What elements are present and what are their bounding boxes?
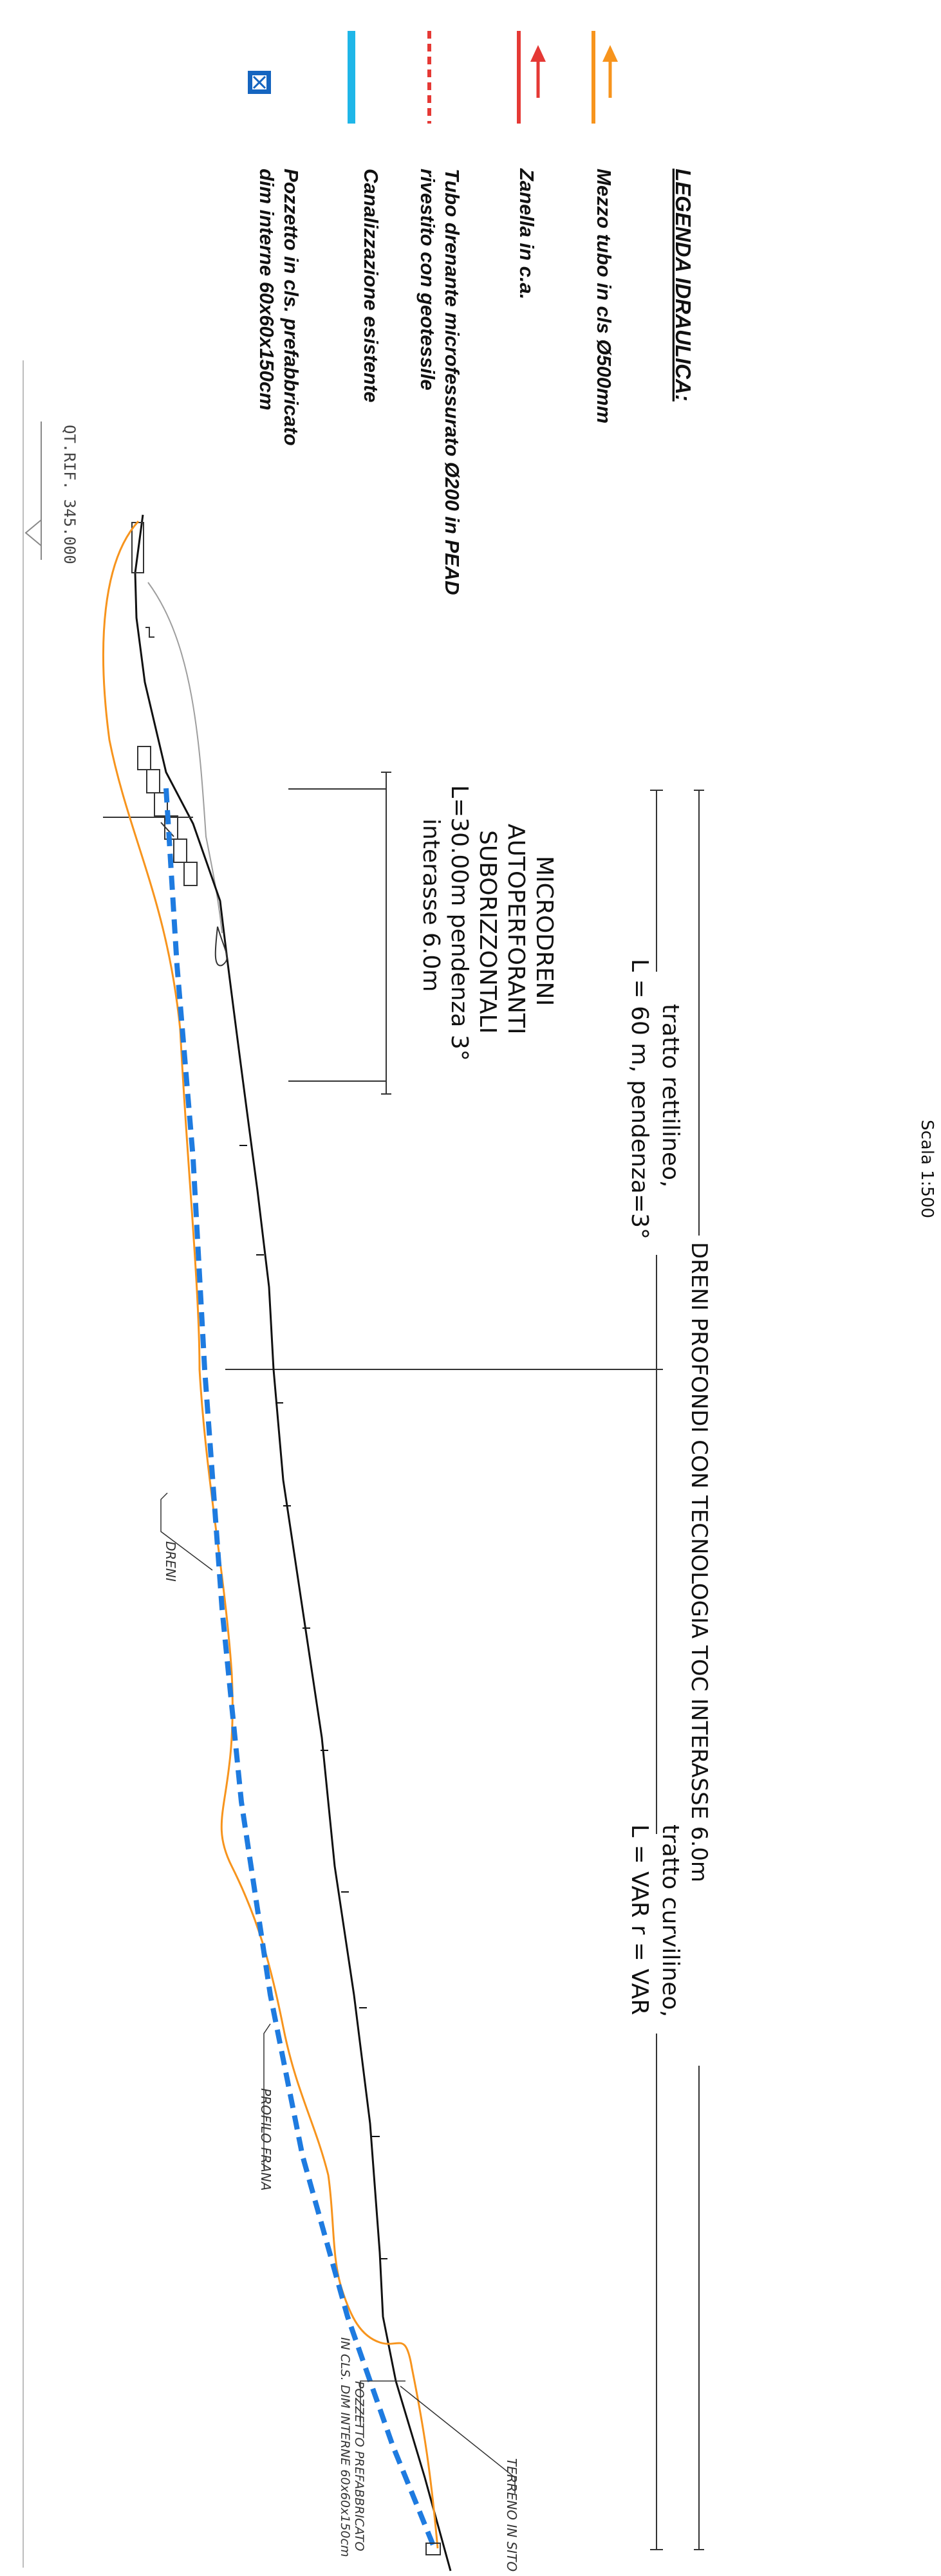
pozzetto-label-2: IN CLS. DIM INTERNE 60x60x150cm: [338, 2337, 352, 2557]
red-arrow-line-icon: [517, 31, 546, 124]
legend-item-4-label: Canalizzazione esistente: [360, 169, 382, 403]
legend: LEGENDA IDRAULICA: Mezzo tubo in cls Ø50…: [248, 31, 695, 595]
orange-arrow-line-icon: [592, 31, 618, 124]
dreni-label: DRENI: [163, 1541, 178, 1582]
legend-item-1-label: Mezzo tubo in cls Ø500mm: [593, 169, 615, 423]
pozzetto-label-1: POZZETTO PREFABBRICATO: [352, 2381, 366, 2551]
micro-drains-label-5: interasse 6.0m: [418, 819, 444, 992]
micro-drains-label-4: L=30.00m pendenza 3°: [446, 785, 472, 1061]
micro-drains-label-3: SUBORIZZONTALI: [474, 830, 501, 1033]
curved-section-label-2: L = VAR r = VAR: [626, 1824, 653, 2015]
deep-drain-line: [163, 788, 437, 2550]
legend-item-5-label2: dim interne 60x60x150cm: [256, 169, 278, 411]
deep-drains-heading: DRENI PROFONDI CON TECNOLOGIA TOC INTERA…: [686, 1242, 712, 1882]
terrain-ticks: [239, 1145, 387, 2259]
annotation-leaders: [160, 1492, 516, 2494]
terrain-profile: [134, 514, 452, 2571]
legend-title: LEGENDA IDRAULICA:: [671, 169, 695, 402]
retaining-structures: [103, 522, 228, 967]
legend-item-3-label2: rivestito con geotessile: [416, 169, 439, 391]
micro-drains-label-1: MICRODRENI: [531, 856, 557, 1006]
landslide-profile: [102, 520, 439, 2549]
scale-label: Scala 1:500: [917, 1120, 936, 1218]
legend-item-5-label: Pozzetto in cls. prefabbricato: [280, 169, 303, 446]
micro-drains-label-2: AUTOPERFORANTI: [503, 824, 529, 1035]
straight-section-label-2: L = 60 m, pendenza=3°: [626, 959, 653, 1239]
existing-profile: [147, 582, 223, 934]
terreno-label: TERRENO IN SITO: [504, 2458, 519, 2571]
manhole-icon: [248, 71, 271, 94]
profilo-frana-label: PROFILO FRANA: [258, 2088, 274, 2191]
reference-line: [23, 360, 42, 2568]
terminal-manhole: [425, 2543, 441, 2555]
straight-section-label-1: tratto rettilineo,: [657, 1004, 684, 1188]
legend-item-3-label: Tubo drenante microfessurato Ø200 in PEA…: [441, 169, 463, 595]
reference-level-label: QT.RIF. 345.000: [61, 425, 79, 564]
legend-item-2-label: Zanella in c.a.: [516, 168, 538, 299]
curved-section-label-1: tratto curvilineo,: [657, 1824, 684, 2017]
